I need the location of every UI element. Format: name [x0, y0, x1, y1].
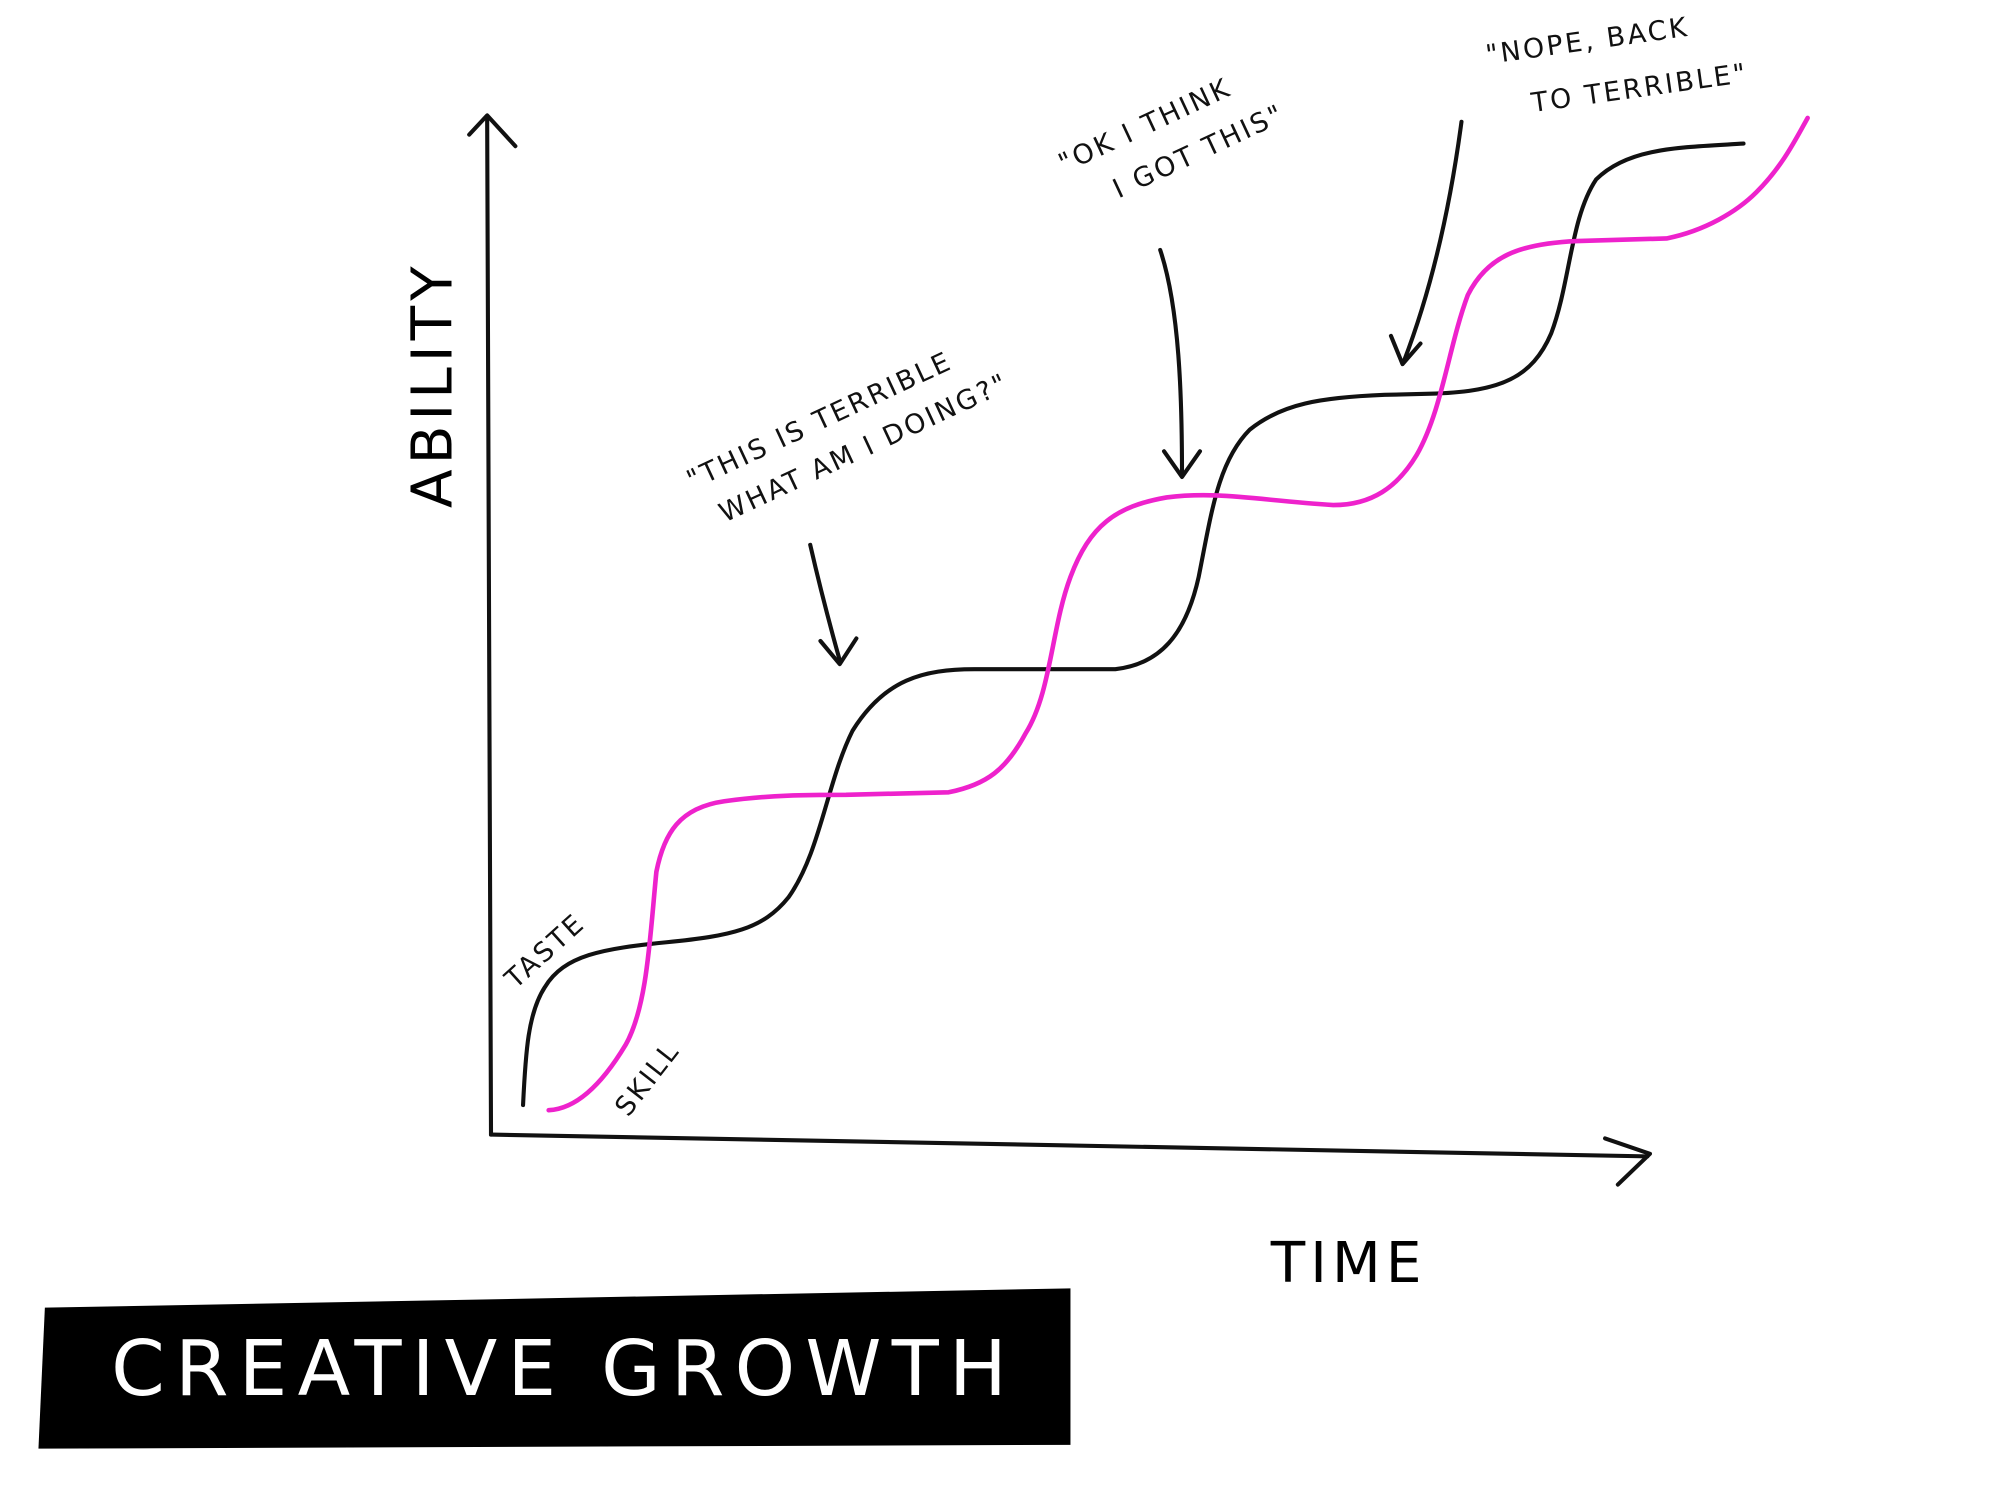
drawing: ABILITY TIME TASTE SKILL "THIS IS TERRIB…	[38, 5, 1810, 1449]
annotation-arrow	[1401, 119, 1464, 364]
annotation-arrowhead	[1388, 333, 1423, 367]
y-axis-arrow	[467, 113, 518, 149]
annotation-line: TO TERRIBLE"	[1528, 58, 1750, 119]
taste-label: TASTE	[499, 908, 592, 996]
annotation-arrowhead	[1162, 449, 1203, 479]
skill-curve	[546, 115, 1810, 1113]
annotation-arrow	[1158, 247, 1185, 477]
annotation-line: "NOPE, BACK	[1484, 12, 1691, 71]
annotation-arrow	[808, 542, 842, 663]
title-box	[38, 1288, 1071, 1449]
taste-curve	[521, 141, 1746, 1108]
annotation: "THIS IS TERRIBLE WHAT AM I DOING?"	[682, 328, 1014, 536]
y-axis-label: ABILITY	[400, 261, 465, 508]
annotation: "NOPE, BACK TO TERRIBLE"	[1484, 5, 1750, 125]
x-axis-label: TIME	[1270, 1231, 1427, 1296]
y-axis	[485, 115, 494, 1137]
x-axis-arrow	[1603, 1136, 1652, 1187]
annotation-arrowhead	[818, 636, 859, 667]
title: CREATIVE GROWTH	[111, 1325, 1017, 1414]
x-axis	[488, 1132, 1650, 1159]
annotation: "OK I THINK I GOT THIS"	[1054, 57, 1290, 222]
